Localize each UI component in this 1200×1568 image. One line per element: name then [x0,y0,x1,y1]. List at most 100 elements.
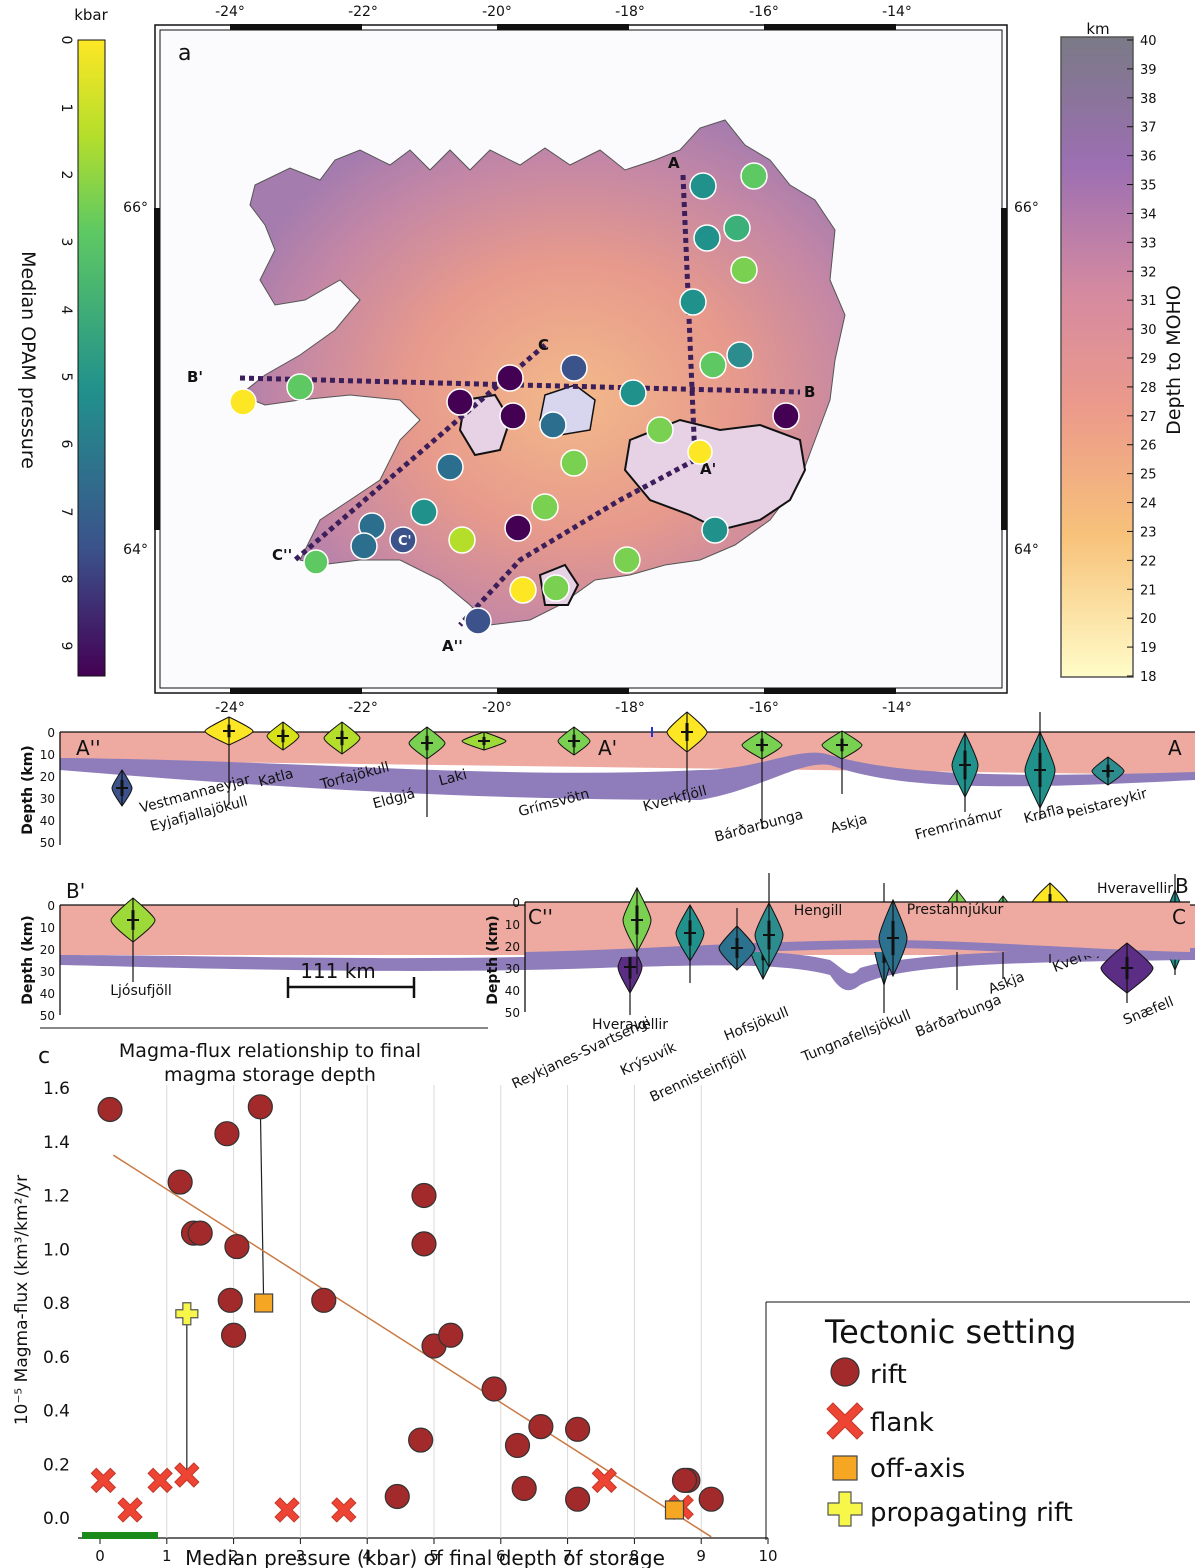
volcano-marker[interactable] [730,256,758,284]
opam-tick: 8 [58,575,74,584]
volcano-marker[interactable] [509,576,537,604]
off-axis-point [664,1500,685,1520]
volcano-marker[interactable] [560,449,588,477]
flank-point [591,1467,618,1494]
frame-band [230,24,362,30]
volcano-marker[interactable] [303,549,329,575]
moho-tick: 37 [1140,121,1157,136]
volcano-marker[interactable] [687,439,713,465]
volcano-marker[interactable] [389,526,417,554]
legend-propagating-marker [827,1491,863,1527]
volcano-name: Hveravellir [1097,881,1173,897]
depth-tick: 20 [505,940,520,954]
scatter-marks [90,1094,724,1538]
volcano-marker[interactable] [436,453,464,481]
volcano-name: Hofsjökull [722,1004,791,1044]
volcano-marker[interactable] [772,402,800,430]
depth-tick: 10 [40,921,55,935]
moho-tick: 19 [1140,641,1157,656]
moho-tick: 36 [1140,150,1157,165]
moho-tick: 32 [1140,265,1157,280]
lat-tick: 66° [1014,200,1039,216]
volcano-marker[interactable] [410,498,438,526]
depth-tick: 40 [505,984,520,998]
opam-ticks: 0 1 2 3 4 5 6 7 8 9 [58,36,74,651]
rift-point [408,1427,434,1453]
profile-label: C'' [272,546,292,564]
volcano-marker[interactable] [531,493,559,521]
moho-tick: 25 [1140,468,1157,483]
lon-tick: -20° [482,700,512,716]
rift-point [217,1287,243,1313]
opam-tick: 0 [58,36,74,45]
rift-point [221,1322,247,1348]
rift-point [187,1220,213,1246]
moho-band [525,940,1190,960]
volcano-marker[interactable] [496,364,524,392]
volcano-marker[interactable] [693,224,721,252]
volcano-marker[interactable] [723,214,751,242]
section-a: 0 10 20 30 40 50 Depth (km) A'' A' A Ves… [20,711,1195,850]
moho-tick: 21 [1140,583,1157,598]
volcano-marker[interactable] [613,546,641,574]
volcano-marker[interactable] [560,354,588,382]
moho-tick: 33 [1140,236,1157,251]
volcano-name: Bárðarbunga [913,992,1003,1041]
depth-ticks: 0 10 20 30 40 50 [40,726,55,850]
volcano-marker[interactable] [701,516,729,544]
x-tick-label: 4 [362,1547,372,1565]
volcano-marker[interactable] [350,532,378,560]
rift-point [481,1376,507,1402]
rift-point [528,1414,554,1440]
green-range-bar [82,1532,158,1539]
opam-tick: 3 [58,238,74,247]
volcano-marker[interactable] [539,411,567,439]
volcano-marker[interactable] [726,341,754,369]
lon-tick: -24° [215,4,245,20]
volcano-name: Prestahnjúkur [907,902,1004,918]
flank-point [274,1497,300,1523]
lat-tick: 64° [1014,542,1039,558]
y-tick-label: 0.6 [43,1348,70,1368]
frame-band [497,688,629,694]
volcano-marker[interactable] [499,402,527,430]
lon-tick: -16° [749,700,779,716]
volcano-marker[interactable] [446,388,474,416]
x-tick-label: 1 [162,1547,172,1565]
volcano-marker[interactable] [286,373,314,401]
legend-title: Tectonic setting [824,1313,1076,1351]
scatter-panel-label: c [38,1044,50,1069]
frame-band [764,24,896,30]
volcano-marker[interactable] [448,526,476,554]
volcano-marker[interactable] [679,288,707,316]
rift-point [671,1467,698,1493]
moho-tick: 24 [1140,497,1157,512]
x-tick-label: 10 [758,1547,777,1565]
connector-line [259,1106,265,1304]
volcano-marker[interactable] [504,514,532,542]
frame-band [764,688,896,694]
volcano-marker[interactable] [619,379,647,407]
volcano-marker[interactable] [740,162,768,190]
volcano-marker[interactable] [229,388,257,416]
opam-gradient-bar [77,39,106,677]
legend: Tectonic setting rift flank off-axis pro… [765,1301,1190,1540]
volcano-marker[interactable] [699,351,727,379]
volcano-marker[interactable] [646,416,674,444]
depth-tick: 20 [40,770,55,784]
depth-axis-label: Depth (km) [20,915,36,1004]
moho-tick: 29 [1140,352,1157,367]
depth-axis-label: Depth (km) [485,915,501,1004]
frame-band [1001,208,1007,530]
flank-point [117,1497,143,1523]
volcano-name: Hengill [794,903,843,919]
y-tick-label: 1.4 [43,1133,70,1153]
opam-axis-label: Median OPAM pressure [17,251,39,469]
moho-tick: 30 [1140,323,1157,338]
volcano-marker[interactable] [464,607,492,635]
volcano-name: Krýsuvík [618,1039,680,1079]
volcano-marker[interactable] [542,574,570,602]
trend-line [112,1154,712,1538]
volcano-marker[interactable] [689,172,717,200]
